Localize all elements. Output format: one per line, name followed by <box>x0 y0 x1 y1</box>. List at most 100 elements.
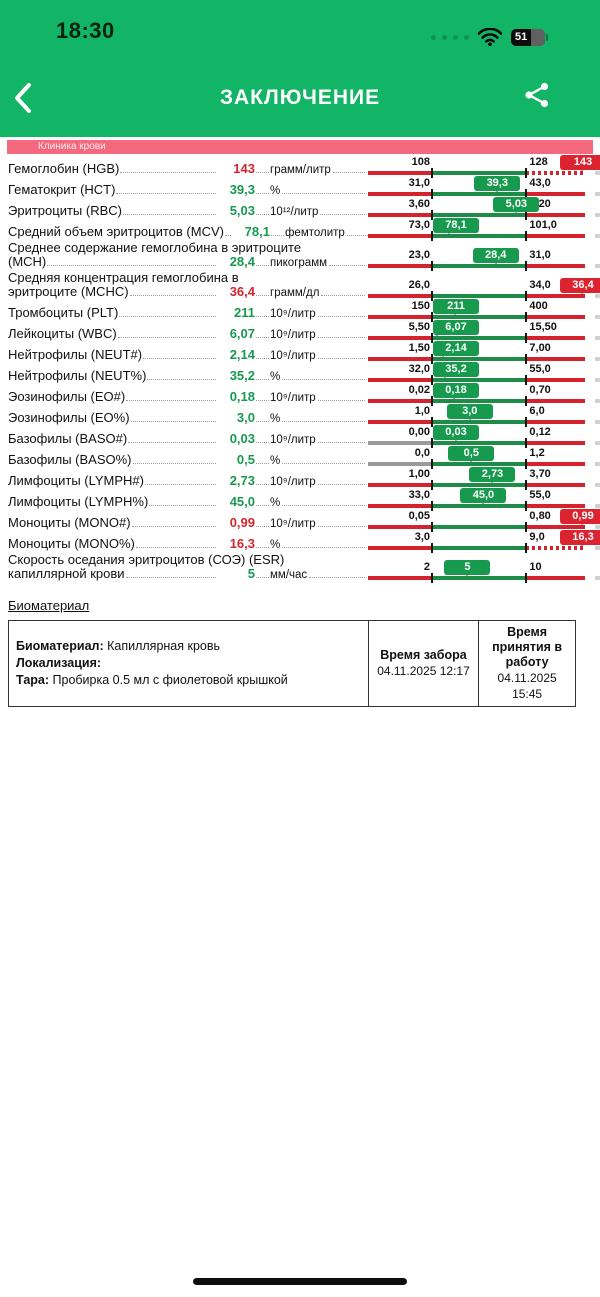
range-bar <box>368 375 585 385</box>
bar-segment-high <box>526 171 585 175</box>
parameter-unit-cell: % <box>270 454 365 468</box>
range-bar <box>368 210 585 220</box>
home-indicator[interactable] <box>193 1278 407 1285</box>
bar-segment-low <box>368 504 432 508</box>
range-bar-area: 150 400 211 <box>368 299 600 322</box>
dotted-leader <box>309 577 365 578</box>
parameter-unit: фемтолитр <box>284 227 345 239</box>
bar-edge-stub <box>595 294 600 298</box>
dotted-leader <box>270 235 284 236</box>
parameter-leader: капиллярной крови 5 мм/час <box>8 567 365 582</box>
bar-segment-normal <box>432 171 527 175</box>
min-tick <box>431 210 433 220</box>
biomaterial-info-cell: Биоматериал: Капиллярная кровь Локализац… <box>8 620 369 707</box>
min-tick <box>431 291 433 301</box>
max-tick <box>525 573 528 583</box>
value-badge: 39,3 <box>474 176 521 191</box>
range-min-label: 26,0 <box>408 279 430 291</box>
parameter-name-extra: Среднее содержание гемоглобина в эритроц… <box>8 241 365 255</box>
dotted-leader <box>256 526 269 527</box>
bar-segment-low <box>368 315 432 319</box>
dotted-leader <box>256 379 269 380</box>
range-bar <box>368 261 585 271</box>
result-row: Эозинофилы (EO%) 3,0 % 1,0 6,0 3,0 <box>8 404 600 427</box>
parameter-left: Скорость оседания эритроцитов (СОЭ) (ESR… <box>8 553 368 582</box>
share-button[interactable] <box>522 80 556 114</box>
dotted-leader <box>129 295 216 296</box>
dotted-leader <box>282 463 365 464</box>
dotted-leader <box>282 547 365 548</box>
dotted-leader <box>317 442 365 443</box>
min-tick <box>431 417 433 427</box>
range-max-label: 0,12 <box>529 426 551 438</box>
range-min-label: 33,0 <box>408 489 430 501</box>
parameter-leader: Базофилы (BASO#) 0,03 10⁹/литр <box>8 432 365 447</box>
bar-segment-high <box>526 294 585 298</box>
value-badge: 2,73 <box>469 467 516 482</box>
value-badge: 2,14 <box>433 341 479 356</box>
range-min-label: 0,00 <box>408 426 430 438</box>
bar-segment-high <box>526 264 585 268</box>
parameter-leader: Лимфоциты (LYMPH#) 2,73 10⁹/литр <box>8 474 365 489</box>
parameter-unit: % <box>270 371 281 383</box>
bar-segment-high <box>526 462 585 466</box>
range-bar-area: 2 10 5 <box>368 560 600 583</box>
battery-percent: 51 <box>515 30 528 43</box>
parameter-unit: 10⁹/литр <box>270 308 316 320</box>
max-tick <box>525 312 528 322</box>
range-max-label: 400 <box>529 300 548 312</box>
page-title: ЗАКЛЮЧЕНИЕ <box>219 86 381 109</box>
bar-segment-high <box>526 576 585 580</box>
nav-bar: ЗАКЛЮЧЕНИЕ <box>0 58 600 137</box>
parameter-unit: % <box>270 539 281 551</box>
dotted-leader <box>317 484 365 485</box>
parameter-name: капиллярной крови <box>8 566 125 581</box>
bar-segment-low <box>368 441 432 445</box>
parameter-left: Базофилы (BASO%) 0,5 % <box>8 453 368 468</box>
back-button[interactable] <box>12 82 48 118</box>
bar-edge-stub <box>595 357 600 361</box>
bar-segment-normal <box>432 336 527 340</box>
range-bar <box>368 522 585 532</box>
parameter-unit-cell: 10⁹/литр <box>270 307 365 321</box>
localization-line: Локализация: <box>16 656 102 670</box>
parameter-leader: Эритроциты (RBC) 5,03 10¹²/литр <box>8 204 365 219</box>
bar-segment-normal <box>432 420 527 424</box>
parameter-name: эритроците (MCHC) <box>8 284 129 299</box>
dotted-leader <box>282 379 365 380</box>
bar-segment-high <box>526 420 585 424</box>
result-row: Моноциты (MONO%) 16,3 % 3,0 9,0 16 <box>8 530 600 553</box>
value-badge: 28,4 <box>472 248 519 263</box>
range-max-label: 31,0 <box>529 249 551 261</box>
parameter-left: Моноциты (MONO#) 0,99 10⁹/литр <box>8 516 368 531</box>
dotted-leader <box>256 463 269 464</box>
bar-edge-stub <box>595 399 600 403</box>
range-bar <box>368 396 585 406</box>
parameter-leader: Гемоглобин (HGB) 143 грамм/литр <box>8 162 365 177</box>
range-min-label: 32,0 <box>408 363 430 375</box>
biomaterial-section: Биоматериал Биоматериал: Капиллярная кро… <box>8 598 592 707</box>
dotted-leader <box>256 316 269 317</box>
max-tick <box>525 261 528 271</box>
range-min-label: 1,00 <box>408 468 430 480</box>
max-tick <box>525 438 528 448</box>
bar-segment-high <box>526 546 585 550</box>
range-min-label: 1,0 <box>414 405 430 417</box>
range-max-label: 101,0 <box>529 219 557 231</box>
parameter-name: Моноциты (MONO#) <box>8 515 131 530</box>
bar-segment-low <box>368 462 432 466</box>
range-min-label: 5,50 <box>408 321 430 333</box>
range-bar-area: 26,0 34,0 36,4 <box>368 278 600 301</box>
range-bar-area: 0,02 0,70 0,18 <box>368 383 600 406</box>
parameter-left: Лимфоциты (LYMPH#) 2,73 10⁹/литр <box>8 474 368 489</box>
range-max-label: 1,2 <box>529 447 545 459</box>
chevron-left-icon <box>15 83 31 113</box>
value-badge: 35,2 <box>433 362 479 377</box>
parameter-unit-cell: % <box>270 370 365 384</box>
parameter-unit-cell: 10⁹/литр <box>270 475 365 489</box>
dotted-leader <box>117 337 216 338</box>
range-min-label: 0,05 <box>408 510 430 522</box>
parameter-value: 45,0 <box>229 494 255 509</box>
range-min-label: 0,0 <box>414 447 430 459</box>
range-bar-area: 0,00 0,12 0,03 <box>368 425 600 448</box>
